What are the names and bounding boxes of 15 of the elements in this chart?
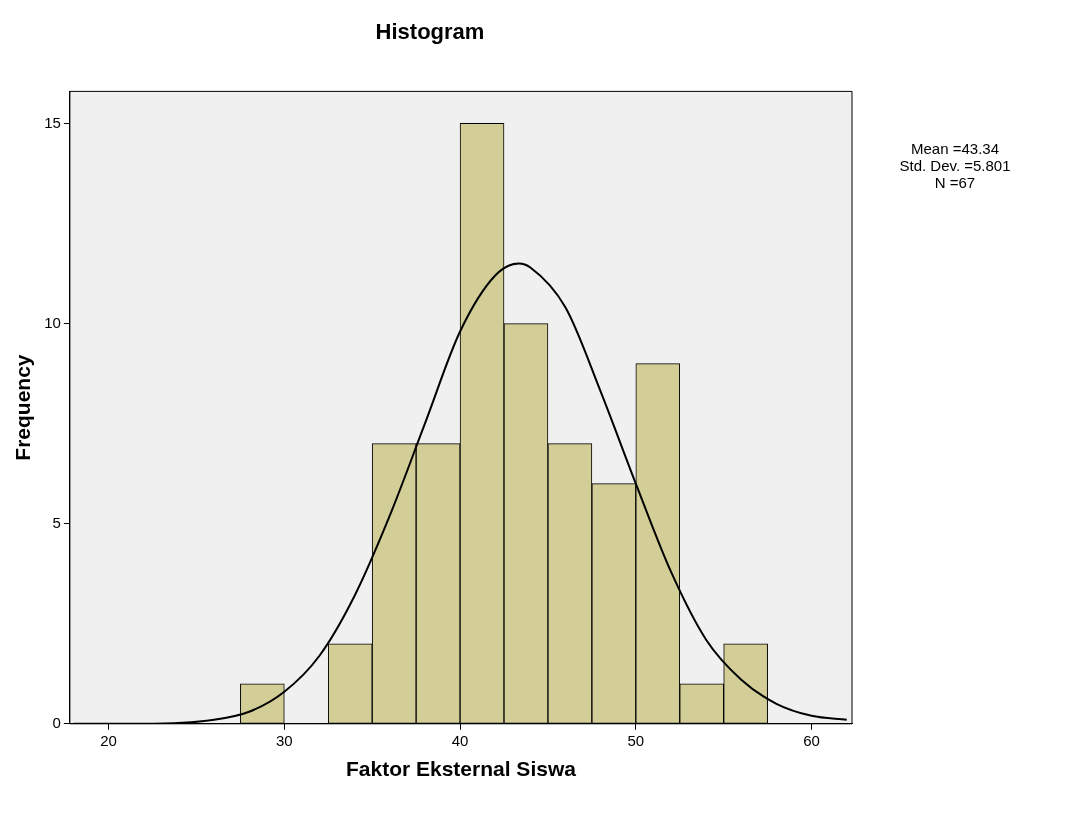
y-axis-title: Frequency	[11, 354, 35, 461]
text: Mean =43.34	[910, 140, 1000, 157]
y-tick-label: 0	[52, 713, 61, 731]
y-tick-label: 10	[44, 313, 61, 331]
x-tick-label: 60	[803, 731, 820, 749]
y-tick-label: 15	[44, 113, 61, 131]
x-axis-title: Faktor Eksternal Siswa	[345, 757, 577, 781]
x-tick-label: 20	[100, 731, 117, 749]
text: Std. Dev. =5.801	[898, 157, 1012, 174]
x-tick-label: 50	[627, 731, 645, 749]
chart-title: Histogram	[375, 19, 485, 45]
text: N =67	[933, 174, 977, 191]
y-tick-label: 5	[52, 513, 61, 531]
x-tick-label: 30	[275, 731, 293, 749]
x-tick-label: 40	[451, 731, 469, 749]
